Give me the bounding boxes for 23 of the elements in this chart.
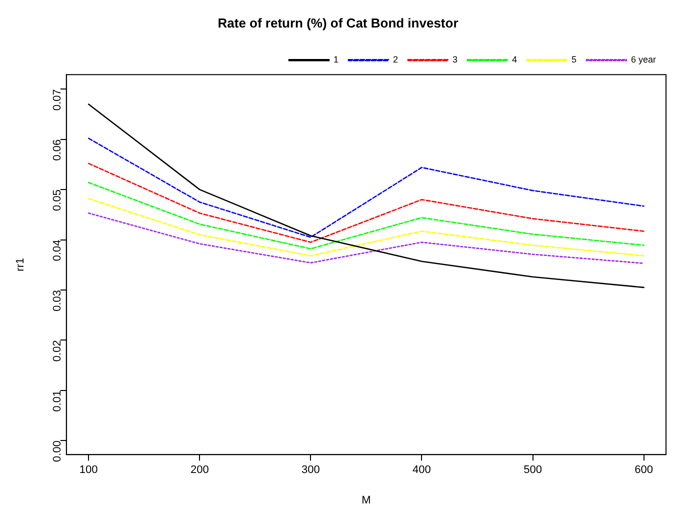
x-tick-label: 100: [79, 464, 98, 476]
y-tick-label: 0.01: [51, 390, 64, 412]
legend-label: 6 year: [630, 54, 656, 65]
y-tick-label: 0.06: [51, 139, 64, 161]
legend-label: 1: [333, 54, 338, 65]
x-tick-label: 300: [302, 464, 320, 476]
x-tick-label: 600: [634, 464, 653, 476]
y-axis-title: rr1: [14, 258, 27, 272]
legend-label: 4: [512, 54, 517, 65]
y-tick-label: 0.04: [51, 240, 64, 262]
legend-label: 5: [571, 54, 576, 65]
y-tick-label: 0.03: [51, 290, 64, 312]
x-axis-title: M: [362, 494, 371, 506]
x-tick-label: 200: [190, 464, 209, 476]
y-tick-label: 0.05: [51, 190, 64, 211]
legend-label: 3: [452, 54, 458, 65]
y-tick-label: 0.00: [51, 440, 64, 462]
x-tick-label: 400: [412, 464, 431, 476]
y-tick-label: 0.07: [51, 89, 64, 111]
legend-label: 2: [392, 54, 398, 65]
chart-title: Rate of return (%) of Cat Bond investor: [218, 15, 458, 30]
y-tick-label: 0.02: [51, 340, 64, 362]
x-tick-label: 500: [524, 464, 542, 476]
